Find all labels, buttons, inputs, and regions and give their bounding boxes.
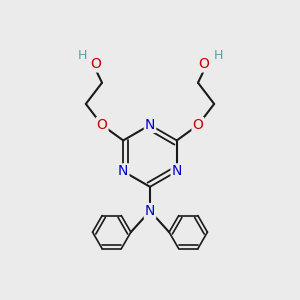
Text: H: H — [213, 49, 223, 62]
Text: N: N — [118, 164, 128, 178]
Text: O: O — [193, 118, 203, 132]
Text: H: H — [77, 49, 87, 62]
Text: O: O — [97, 118, 107, 132]
Text: O: O — [91, 58, 102, 71]
Text: N: N — [172, 164, 182, 178]
Text: O: O — [198, 58, 209, 71]
Text: N: N — [145, 118, 155, 132]
Text: N: N — [145, 204, 155, 218]
